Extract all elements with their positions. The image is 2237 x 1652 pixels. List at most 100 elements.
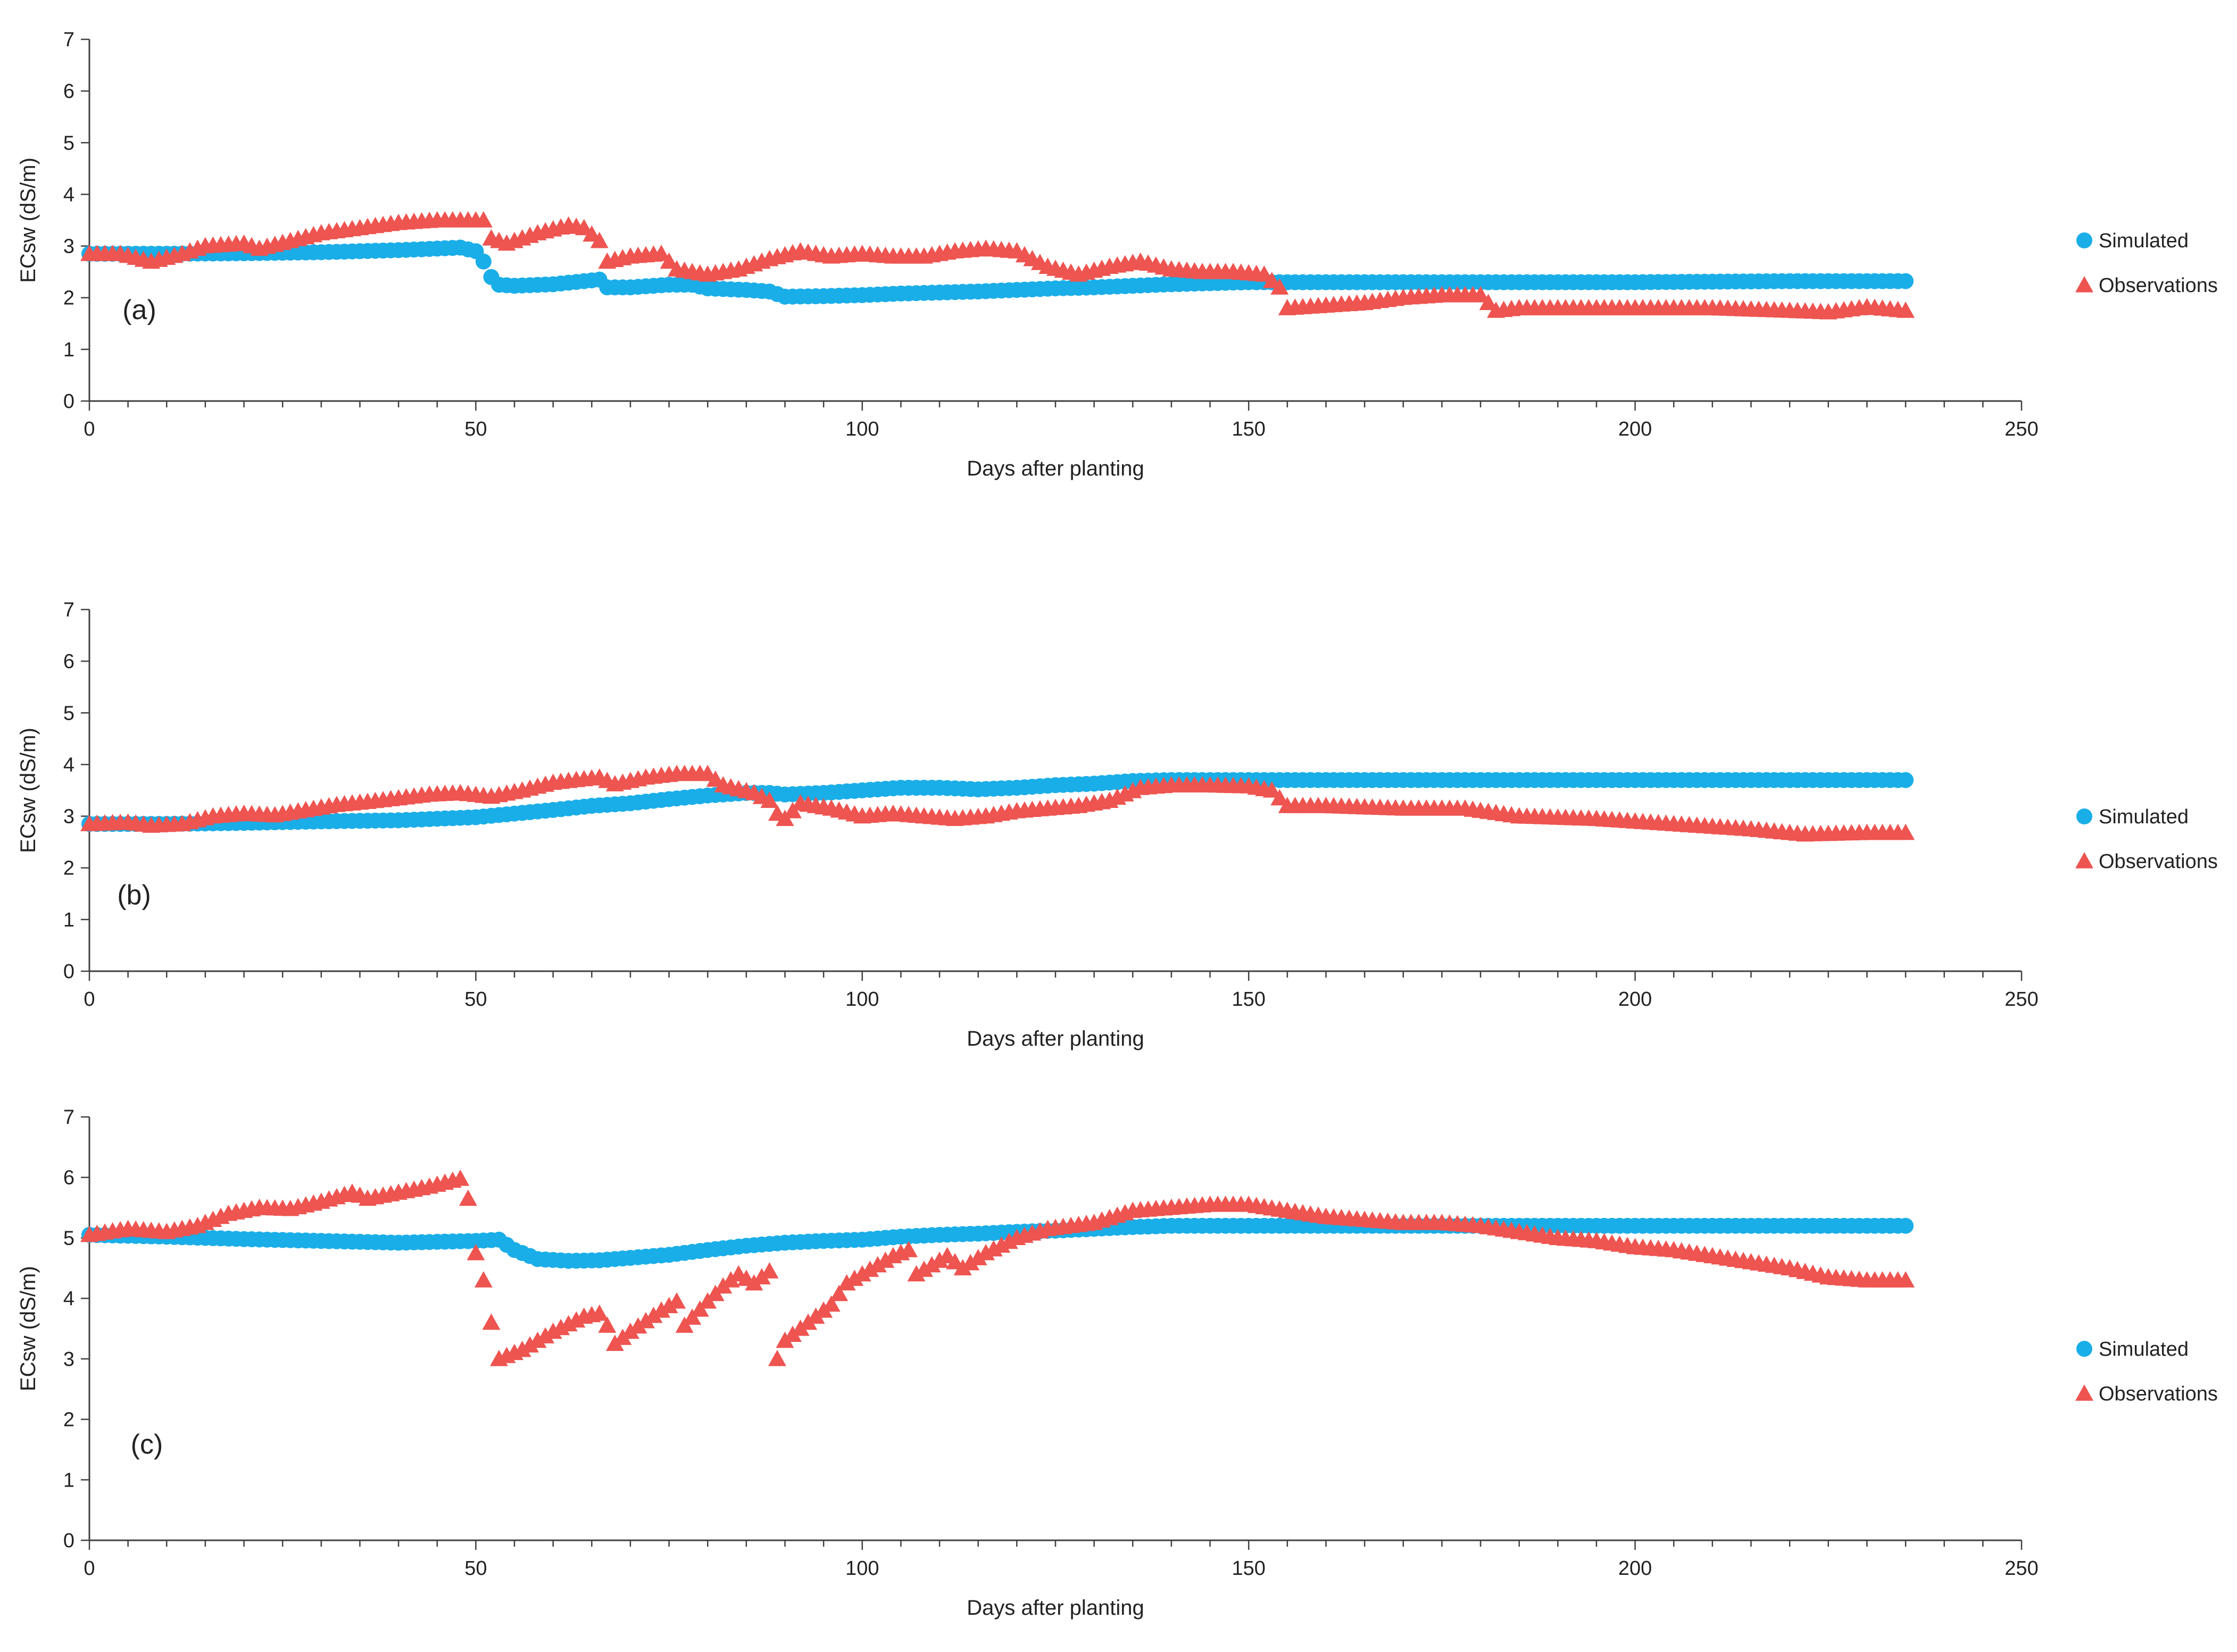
data-point xyxy=(900,1241,918,1257)
data-point xyxy=(521,1336,539,1353)
legend-marker-observations xyxy=(2075,1384,2093,1401)
data-point xyxy=(876,1251,895,1268)
x-tick-label: 50 xyxy=(464,418,487,440)
legend-label-simulated: Simulated xyxy=(2099,806,2189,828)
data-point xyxy=(822,1295,841,1312)
data-point xyxy=(660,1297,678,1313)
y-tick-label: 7 xyxy=(63,599,74,621)
data-point xyxy=(1270,278,1289,295)
data-point xyxy=(1898,1217,1914,1234)
data-point xyxy=(637,1312,655,1329)
legend-label-simulated: Simulated xyxy=(2099,230,2189,252)
data-point xyxy=(1897,823,1915,840)
y-tick-label: 7 xyxy=(63,1106,74,1129)
data-point xyxy=(760,1262,779,1279)
data-point xyxy=(459,1189,477,1206)
x-tick-label: 250 xyxy=(2005,418,2038,440)
legend: Simulated Observations xyxy=(2075,806,2218,873)
chart-panel-1: 0 50 100 150 200 250 0 1 2 3 4 5 6 7 Days after planti… xyxy=(16,29,2218,480)
data-point xyxy=(583,225,601,242)
data-point xyxy=(830,1284,849,1301)
data-point xyxy=(1262,781,1281,798)
x-tick-label: 200 xyxy=(1618,988,1652,1011)
data-point xyxy=(907,1265,926,1282)
data-point xyxy=(536,1327,555,1344)
data-point xyxy=(660,252,678,269)
y-tick-label: 1 xyxy=(63,339,74,361)
x-tick-label: 100 xyxy=(845,418,879,440)
data-point xyxy=(915,1261,933,1277)
legend-marker-observations xyxy=(2075,852,2093,869)
y-tick-label: 5 xyxy=(63,132,74,154)
legend-marker-observations xyxy=(2075,276,2093,293)
x-tick-label: 0 xyxy=(84,418,95,440)
y-axis-title: ECsw (dS/m) xyxy=(16,157,40,283)
y-axis-title: ECsw (dS/m) xyxy=(16,728,40,853)
chart-panel-3: 0 50 100 150 200 250 0 1 2 3 4 5 6 7 Days after planti… xyxy=(16,1106,2218,1620)
panel-label: (c) xyxy=(131,1429,163,1460)
data-point xyxy=(1898,273,1914,289)
data-point xyxy=(652,245,671,261)
x-tick-label: 50 xyxy=(464,988,487,1011)
legend-marker-simulated xyxy=(2076,808,2092,824)
series-simulated xyxy=(81,239,1914,305)
data-point xyxy=(598,1316,617,1333)
y-tick-label: 2 xyxy=(63,287,74,310)
data-point xyxy=(475,253,492,270)
y-tick-label: 5 xyxy=(63,1227,74,1249)
legend-marker-simulated xyxy=(2076,1341,2092,1357)
x-tick-label: 150 xyxy=(1232,988,1265,1011)
y-tick-label: 4 xyxy=(63,1288,74,1310)
y-tick-label: 1 xyxy=(63,1469,74,1491)
series-simulated xyxy=(81,772,1914,832)
data-point xyxy=(930,1251,949,1268)
y-tick-label: 6 xyxy=(63,80,74,103)
chart-panel-2: 0 50 100 150 200 250 0 1 2 3 4 5 6 7 Days after planti… xyxy=(16,599,2218,1050)
series-observations xyxy=(80,764,1915,842)
y-tick-label: 4 xyxy=(63,183,74,206)
data-point xyxy=(868,1256,887,1273)
data-point xyxy=(467,1244,485,1261)
legend-label-simulated: Simulated xyxy=(2099,1338,2189,1361)
x-tick-label: 0 xyxy=(84,1557,95,1580)
y-tick-label: 6 xyxy=(63,650,74,673)
y-tick-label: 2 xyxy=(63,1409,74,1431)
data-point xyxy=(1898,772,1914,788)
data-point xyxy=(1897,1271,1915,1288)
legend: Simulated Observations xyxy=(2075,1338,2218,1405)
y-tick-label: 4 xyxy=(63,754,74,776)
data-point xyxy=(644,1306,663,1323)
y-tick-label: 7 xyxy=(63,29,74,51)
data-point xyxy=(1270,789,1289,806)
x-tick-label: 150 xyxy=(1232,1557,1265,1580)
data-point xyxy=(922,1256,941,1273)
data-point xyxy=(853,1265,871,1282)
x-tick-label: 250 xyxy=(2005,988,2038,1011)
x-axis-title: Days after planting xyxy=(967,1027,1144,1050)
x-axis-title: Days after planting xyxy=(967,1596,1144,1620)
series-simulated xyxy=(81,1217,1914,1269)
data-point xyxy=(629,1317,647,1334)
series-observations xyxy=(80,1170,1915,1366)
data-point xyxy=(482,1313,501,1330)
legend-label-observations: Observations xyxy=(2099,850,2218,873)
data-point xyxy=(861,1261,879,1277)
legend-label-observations: Observations xyxy=(2099,274,2218,297)
panel-label: (a) xyxy=(122,295,156,326)
data-point xyxy=(528,1331,547,1348)
x-tick-label: 50 xyxy=(464,1557,487,1580)
data-point xyxy=(760,791,779,808)
y-tick-label: 3 xyxy=(63,236,74,258)
data-point xyxy=(1897,302,1915,318)
panel-label: (b) xyxy=(117,880,151,911)
legend: Simulated Observations xyxy=(2075,230,2218,297)
data-point xyxy=(1262,272,1281,288)
x-tick-label: 200 xyxy=(1618,418,1652,440)
y-tick-label: 0 xyxy=(63,961,74,983)
x-tick-label: 100 xyxy=(845,1557,879,1580)
y-tick-label: 0 xyxy=(63,390,74,413)
data-point xyxy=(474,211,493,228)
data-point xyxy=(845,1270,864,1286)
data-point xyxy=(961,1254,980,1271)
